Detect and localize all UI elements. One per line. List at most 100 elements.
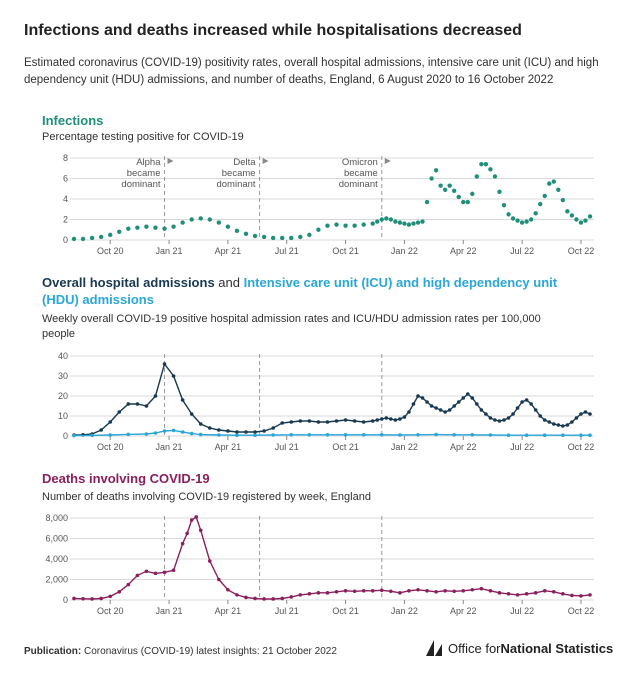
data-point bbox=[579, 594, 583, 598]
series-line bbox=[73, 362, 591, 436]
variant-label: became bbox=[222, 168, 256, 179]
data-point bbox=[280, 235, 285, 241]
data-point bbox=[262, 429, 266, 433]
data-point bbox=[528, 217, 534, 222]
data-point bbox=[343, 223, 348, 228]
data-point bbox=[343, 433, 348, 437]
x-tick-label: Apr 21 bbox=[215, 442, 242, 452]
data-point bbox=[447, 183, 452, 188]
data-point bbox=[501, 202, 507, 208]
data-point bbox=[520, 400, 524, 404]
data-point bbox=[307, 232, 312, 238]
data-point bbox=[298, 593, 303, 597]
data-point bbox=[370, 221, 375, 226]
data-point bbox=[393, 418, 398, 422]
data-point bbox=[316, 591, 321, 595]
x-tick-label: Oct 22 bbox=[568, 246, 595, 256]
x-tick-label: Apr 22 bbox=[450, 246, 477, 256]
data-point bbox=[198, 432, 203, 437]
data-point bbox=[452, 433, 457, 437]
publication-label: Publication: bbox=[24, 646, 82, 657]
data-point bbox=[361, 222, 366, 227]
data-point bbox=[425, 588, 429, 593]
data-point bbox=[80, 236, 86, 242]
data-point bbox=[180, 541, 185, 546]
data-point bbox=[583, 218, 588, 223]
data-point bbox=[162, 226, 167, 231]
data-point bbox=[551, 422, 556, 426]
panel-subtitle-line2: people bbox=[42, 328, 75, 340]
variant-arrow bbox=[384, 158, 391, 164]
data-point bbox=[71, 236, 77, 242]
data-point bbox=[352, 223, 357, 228]
data-point bbox=[411, 221, 416, 226]
data-point bbox=[587, 214, 593, 219]
data-point bbox=[542, 418, 547, 422]
data-point bbox=[117, 410, 122, 414]
data-point bbox=[474, 174, 480, 179]
data-point bbox=[456, 400, 461, 404]
data-point bbox=[375, 418, 380, 422]
panel-subtitle: Number of deaths involving COVID-19 regi… bbox=[42, 491, 371, 503]
data-point bbox=[235, 430, 239, 434]
data-point bbox=[398, 417, 402, 421]
data-point bbox=[510, 216, 516, 221]
data-point bbox=[434, 590, 438, 594]
data-point bbox=[497, 591, 502, 595]
y-tick-label: 2,000 bbox=[45, 575, 68, 585]
data-point bbox=[483, 161, 489, 167]
x-tick-label: Jan 22 bbox=[391, 442, 418, 452]
data-point bbox=[171, 428, 176, 433]
data-point bbox=[497, 419, 502, 423]
data-point bbox=[171, 568, 176, 573]
data-point bbox=[180, 430, 185, 434]
data-point bbox=[479, 408, 484, 412]
data-point bbox=[389, 417, 393, 421]
data-point bbox=[407, 588, 411, 593]
data-point bbox=[153, 571, 158, 576]
data-point bbox=[361, 588, 366, 593]
data-point bbox=[135, 573, 140, 578]
logo-text-pre: Office for bbox=[448, 640, 501, 656]
x-tick-label: Jul 22 bbox=[510, 606, 534, 616]
data-point bbox=[578, 220, 584, 225]
data-point bbox=[384, 416, 389, 420]
data-point bbox=[361, 433, 366, 437]
publication-text: Coronavirus (COVID-19) latest insights: … bbox=[84, 646, 337, 657]
x-tick-label: Oct 20 bbox=[97, 606, 124, 616]
data-point bbox=[289, 235, 294, 241]
data-point bbox=[570, 420, 574, 424]
data-point bbox=[461, 588, 466, 593]
data-point bbox=[561, 424, 565, 428]
data-point bbox=[484, 412, 488, 416]
data-point bbox=[352, 419, 357, 423]
data-point bbox=[515, 406, 520, 410]
data-point bbox=[488, 416, 493, 420]
data-point bbox=[334, 419, 339, 423]
data-point bbox=[180, 220, 185, 225]
data-point bbox=[99, 596, 103, 601]
data-point bbox=[262, 597, 266, 601]
data-point bbox=[384, 216, 389, 221]
data-point bbox=[207, 559, 212, 563]
panel-title: Infections bbox=[42, 113, 103, 128]
data-point bbox=[343, 418, 348, 422]
y-tick-label: 20 bbox=[58, 391, 68, 401]
y-tick-label: 2 bbox=[63, 215, 68, 225]
x-tick-label: Jul 22 bbox=[510, 246, 534, 256]
data-point bbox=[325, 223, 330, 228]
x-tick-label: Apr 21 bbox=[215, 606, 242, 616]
data-point bbox=[452, 589, 457, 594]
data-point bbox=[217, 433, 221, 437]
data-point bbox=[307, 433, 312, 437]
data-point bbox=[411, 402, 416, 406]
y-tick-label: 4,000 bbox=[45, 554, 68, 564]
data-point bbox=[217, 577, 221, 582]
data-point bbox=[325, 591, 330, 595]
page-title: Infections and deaths increased while ho… bbox=[24, 22, 522, 39]
data-point bbox=[270, 235, 276, 241]
data-point bbox=[379, 588, 384, 593]
data-point bbox=[379, 433, 384, 437]
variant-arrow bbox=[167, 158, 174, 164]
data-point bbox=[334, 222, 339, 227]
